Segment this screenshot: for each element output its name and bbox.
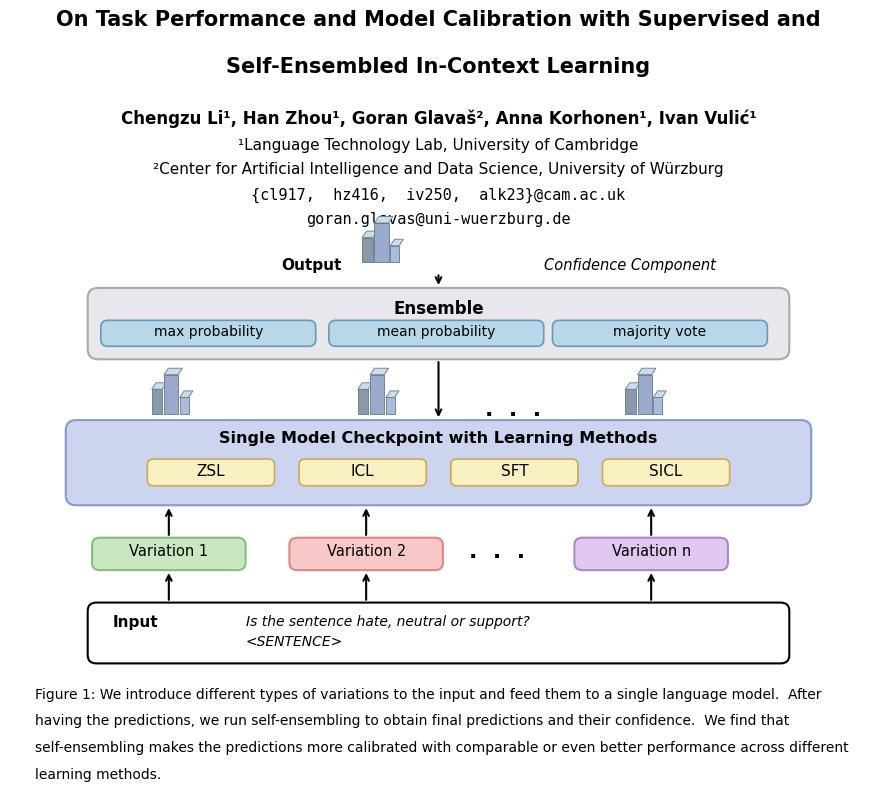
FancyBboxPatch shape (66, 420, 811, 505)
Text: Is the sentence hate, neutral or support?: Is the sentence hate, neutral or support… (246, 615, 530, 629)
FancyBboxPatch shape (574, 538, 728, 570)
Text: {cl917,  hz416,  iv250,  alk23}@cam.ac.uk: {cl917, hz416, iv250, alk23}@cam.ac.uk (252, 188, 625, 204)
Text: learning methods.: learning methods. (35, 768, 161, 782)
FancyBboxPatch shape (625, 389, 636, 414)
Polygon shape (374, 217, 393, 223)
FancyBboxPatch shape (362, 238, 373, 262)
FancyBboxPatch shape (451, 459, 578, 486)
Text: ·  ·  ·: · · · (469, 547, 525, 568)
Polygon shape (164, 368, 182, 375)
Text: ²Center for Artificial Intelligence and Data Science, University of Würzburg: ²Center for Artificial Intelligence and … (153, 162, 724, 177)
Text: mean probability: mean probability (377, 325, 496, 339)
Text: goran.glavas@uni-wuerzburg.de: goran.glavas@uni-wuerzburg.de (306, 212, 571, 227)
Text: Single Model Checkpoint with Learning Methods: Single Model Checkpoint with Learning Me… (219, 431, 658, 446)
FancyBboxPatch shape (602, 459, 730, 486)
FancyBboxPatch shape (390, 246, 399, 262)
Text: Variation 2: Variation 2 (326, 544, 406, 559)
Text: ·  ·  ·: · · · (485, 406, 541, 426)
Text: ICL: ICL (351, 464, 374, 478)
FancyBboxPatch shape (638, 375, 652, 414)
Polygon shape (370, 368, 389, 375)
FancyBboxPatch shape (88, 603, 789, 663)
FancyBboxPatch shape (147, 459, 275, 486)
Polygon shape (180, 391, 193, 397)
FancyBboxPatch shape (180, 397, 189, 414)
FancyBboxPatch shape (358, 389, 368, 414)
Text: max probability: max probability (153, 325, 263, 339)
Text: Ensemble: Ensemble (393, 300, 484, 318)
Text: Figure 1: We introduce different types of variations to the input and feed them : Figure 1: We introduce different types o… (35, 688, 822, 702)
Text: Variation 1: Variation 1 (129, 544, 209, 559)
Polygon shape (638, 368, 656, 375)
Text: Output: Output (282, 258, 341, 272)
Text: On Task Performance and Model Calibration with Supervised and: On Task Performance and Model Calibratio… (56, 10, 821, 30)
Text: Input: Input (113, 615, 159, 629)
Text: <SENTENCE>: <SENTENCE> (246, 635, 343, 649)
FancyBboxPatch shape (370, 375, 384, 414)
Polygon shape (152, 383, 167, 389)
Text: SICL: SICL (649, 464, 683, 478)
Polygon shape (362, 231, 377, 238)
FancyBboxPatch shape (653, 397, 662, 414)
Text: majority vote: majority vote (613, 325, 707, 339)
FancyBboxPatch shape (88, 288, 789, 359)
Text: self-ensembling makes the predictions more calibrated with comparable or even be: self-ensembling makes the predictions mo… (35, 741, 849, 755)
Text: Variation n: Variation n (611, 544, 691, 559)
Polygon shape (625, 383, 640, 389)
FancyBboxPatch shape (329, 320, 544, 346)
Text: having the predictions, we run self-ensembling to obtain final predictions and t: having the predictions, we run self-ense… (35, 714, 789, 728)
Polygon shape (653, 391, 667, 397)
Text: ZSL: ZSL (196, 464, 225, 478)
Polygon shape (386, 391, 399, 397)
Polygon shape (390, 239, 403, 246)
Polygon shape (358, 383, 373, 389)
FancyBboxPatch shape (152, 389, 162, 414)
Text: ¹Language Technology Lab, University of Cambridge: ¹Language Technology Lab, University of … (239, 138, 638, 152)
FancyBboxPatch shape (92, 538, 246, 570)
FancyBboxPatch shape (299, 459, 426, 486)
Text: Chengzu Li¹, Han Zhou¹, Goran Glavaš², Anna Korhonen¹, Ivan Vulić¹: Chengzu Li¹, Han Zhou¹, Goran Glavaš², A… (121, 109, 756, 128)
Text: SFT: SFT (501, 464, 528, 478)
FancyBboxPatch shape (101, 320, 316, 346)
FancyBboxPatch shape (553, 320, 767, 346)
FancyBboxPatch shape (289, 538, 443, 570)
FancyBboxPatch shape (374, 223, 389, 262)
Text: Self-Ensembled In-Context Learning: Self-Ensembled In-Context Learning (226, 57, 651, 77)
FancyBboxPatch shape (386, 397, 395, 414)
FancyBboxPatch shape (164, 375, 178, 414)
Text: Confidence Component: Confidence Component (544, 258, 716, 272)
